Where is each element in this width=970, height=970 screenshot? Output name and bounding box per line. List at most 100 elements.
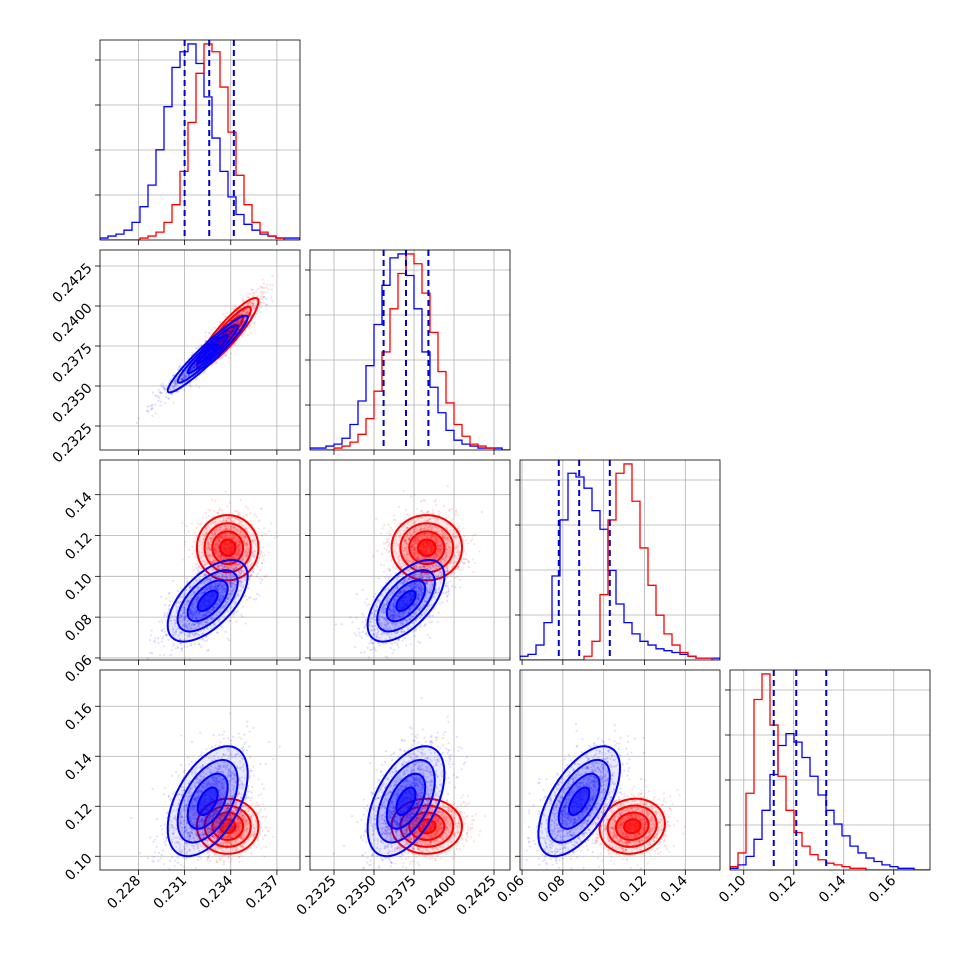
scatter-point (207, 543, 210, 546)
scatter-point (229, 580, 232, 583)
scatter-point (217, 340, 220, 343)
scatter-point (209, 522, 212, 525)
scatter-point (249, 301, 252, 304)
scatter-point (204, 587, 207, 590)
scatter-point (225, 600, 228, 603)
scatter-point (216, 536, 219, 539)
scatter-point (189, 369, 192, 372)
scatter-point (210, 536, 213, 540)
scatter-point (237, 538, 240, 541)
scatter-point (193, 532, 196, 535)
scatter-point (222, 337, 225, 340)
scatter-point (202, 537, 205, 540)
scatter-point (217, 554, 220, 557)
scatter-point (230, 566, 233, 569)
scatter-point (174, 383, 177, 386)
scatter-point (228, 556, 231, 560)
scatter-point (226, 536, 229, 539)
scatter-point (159, 391, 162, 395)
scatter-point (222, 519, 226, 522)
scatter-point (204, 527, 207, 530)
scatter-point (197, 565, 200, 568)
scatter-point (222, 337, 226, 341)
scatter-point (227, 573, 230, 576)
scatter-point (193, 366, 196, 369)
scatter-point (241, 297, 244, 300)
scatter-point (219, 556, 222, 559)
scatter-point (222, 594, 225, 597)
scatter-point (229, 330, 232, 333)
scatter-point (238, 542, 241, 546)
scatter-point (232, 529, 235, 532)
scatter-point (197, 566, 200, 569)
scatter-point (237, 550, 240, 553)
scatter-point (157, 641, 160, 645)
scatter-point (187, 373, 190, 377)
scatter-point (252, 304, 255, 307)
scatter-point (230, 517, 233, 520)
scatter-point (240, 322, 244, 325)
scatter-point (229, 527, 232, 531)
scatter-point (254, 316, 257, 319)
scatter-point (171, 385, 174, 389)
scatter-point (174, 378, 178, 381)
scatter-point (232, 568, 235, 571)
scatter-point (256, 294, 259, 298)
scatter-point (231, 307, 234, 310)
scatter-point (214, 549, 217, 552)
scatter-point (250, 573, 253, 577)
scatter-point (184, 618, 187, 622)
scatter-point (210, 587, 214, 590)
scatter-point (240, 558, 243, 561)
scatter-point (204, 574, 207, 577)
scatter-point (236, 529, 239, 532)
scatter-point (241, 535, 245, 538)
scatter-point (237, 551, 240, 554)
scatter-point (239, 531, 242, 534)
scatter-point (224, 355, 227, 358)
scatter-point (244, 527, 247, 530)
scatter-point (192, 365, 195, 369)
scatter-point (198, 549, 201, 552)
scatter-point (262, 554, 265, 557)
scatter-point (213, 548, 216, 551)
scatter-point (260, 534, 264, 538)
scatter-point (236, 554, 239, 557)
scatter-point (212, 568, 215, 571)
scatter-point (196, 364, 199, 368)
scatter-point (249, 304, 253, 308)
scatter-point (247, 295, 251, 298)
scatter-point (194, 363, 197, 366)
scatter-point (245, 325, 248, 328)
scatter-point (253, 321, 256, 324)
scatter-point (224, 573, 227, 576)
scatter-point (228, 561, 231, 564)
scatter-point (193, 623, 196, 626)
scatter-point (242, 312, 245, 316)
scatter-point (211, 561, 214, 565)
scatter-point (195, 566, 198, 569)
scatter-point (238, 541, 241, 544)
scatter-point (263, 295, 266, 299)
scatter-point (231, 556, 234, 559)
scatter-point (225, 526, 228, 529)
scatter-point (239, 568, 242, 571)
scatter-point (191, 368, 194, 371)
scatter-point (161, 663, 163, 665)
scatter-point (245, 312, 248, 315)
scatter-point (231, 583, 234, 587)
scatter-point (215, 552, 218, 555)
scatter-point (214, 582, 218, 585)
scatter-point (198, 611, 201, 614)
scatter-point (235, 509, 239, 512)
scatter-point (221, 338, 224, 341)
scatter-point (181, 521, 184, 525)
scatter-point (232, 322, 236, 325)
scatter-point (261, 286, 264, 290)
scatter-point (232, 520, 235, 523)
scatter-point (208, 537, 211, 540)
scatter-point (255, 290, 258, 293)
scatter-point (191, 367, 194, 371)
scatter-point (183, 389, 186, 392)
scatter-point (238, 522, 241, 525)
